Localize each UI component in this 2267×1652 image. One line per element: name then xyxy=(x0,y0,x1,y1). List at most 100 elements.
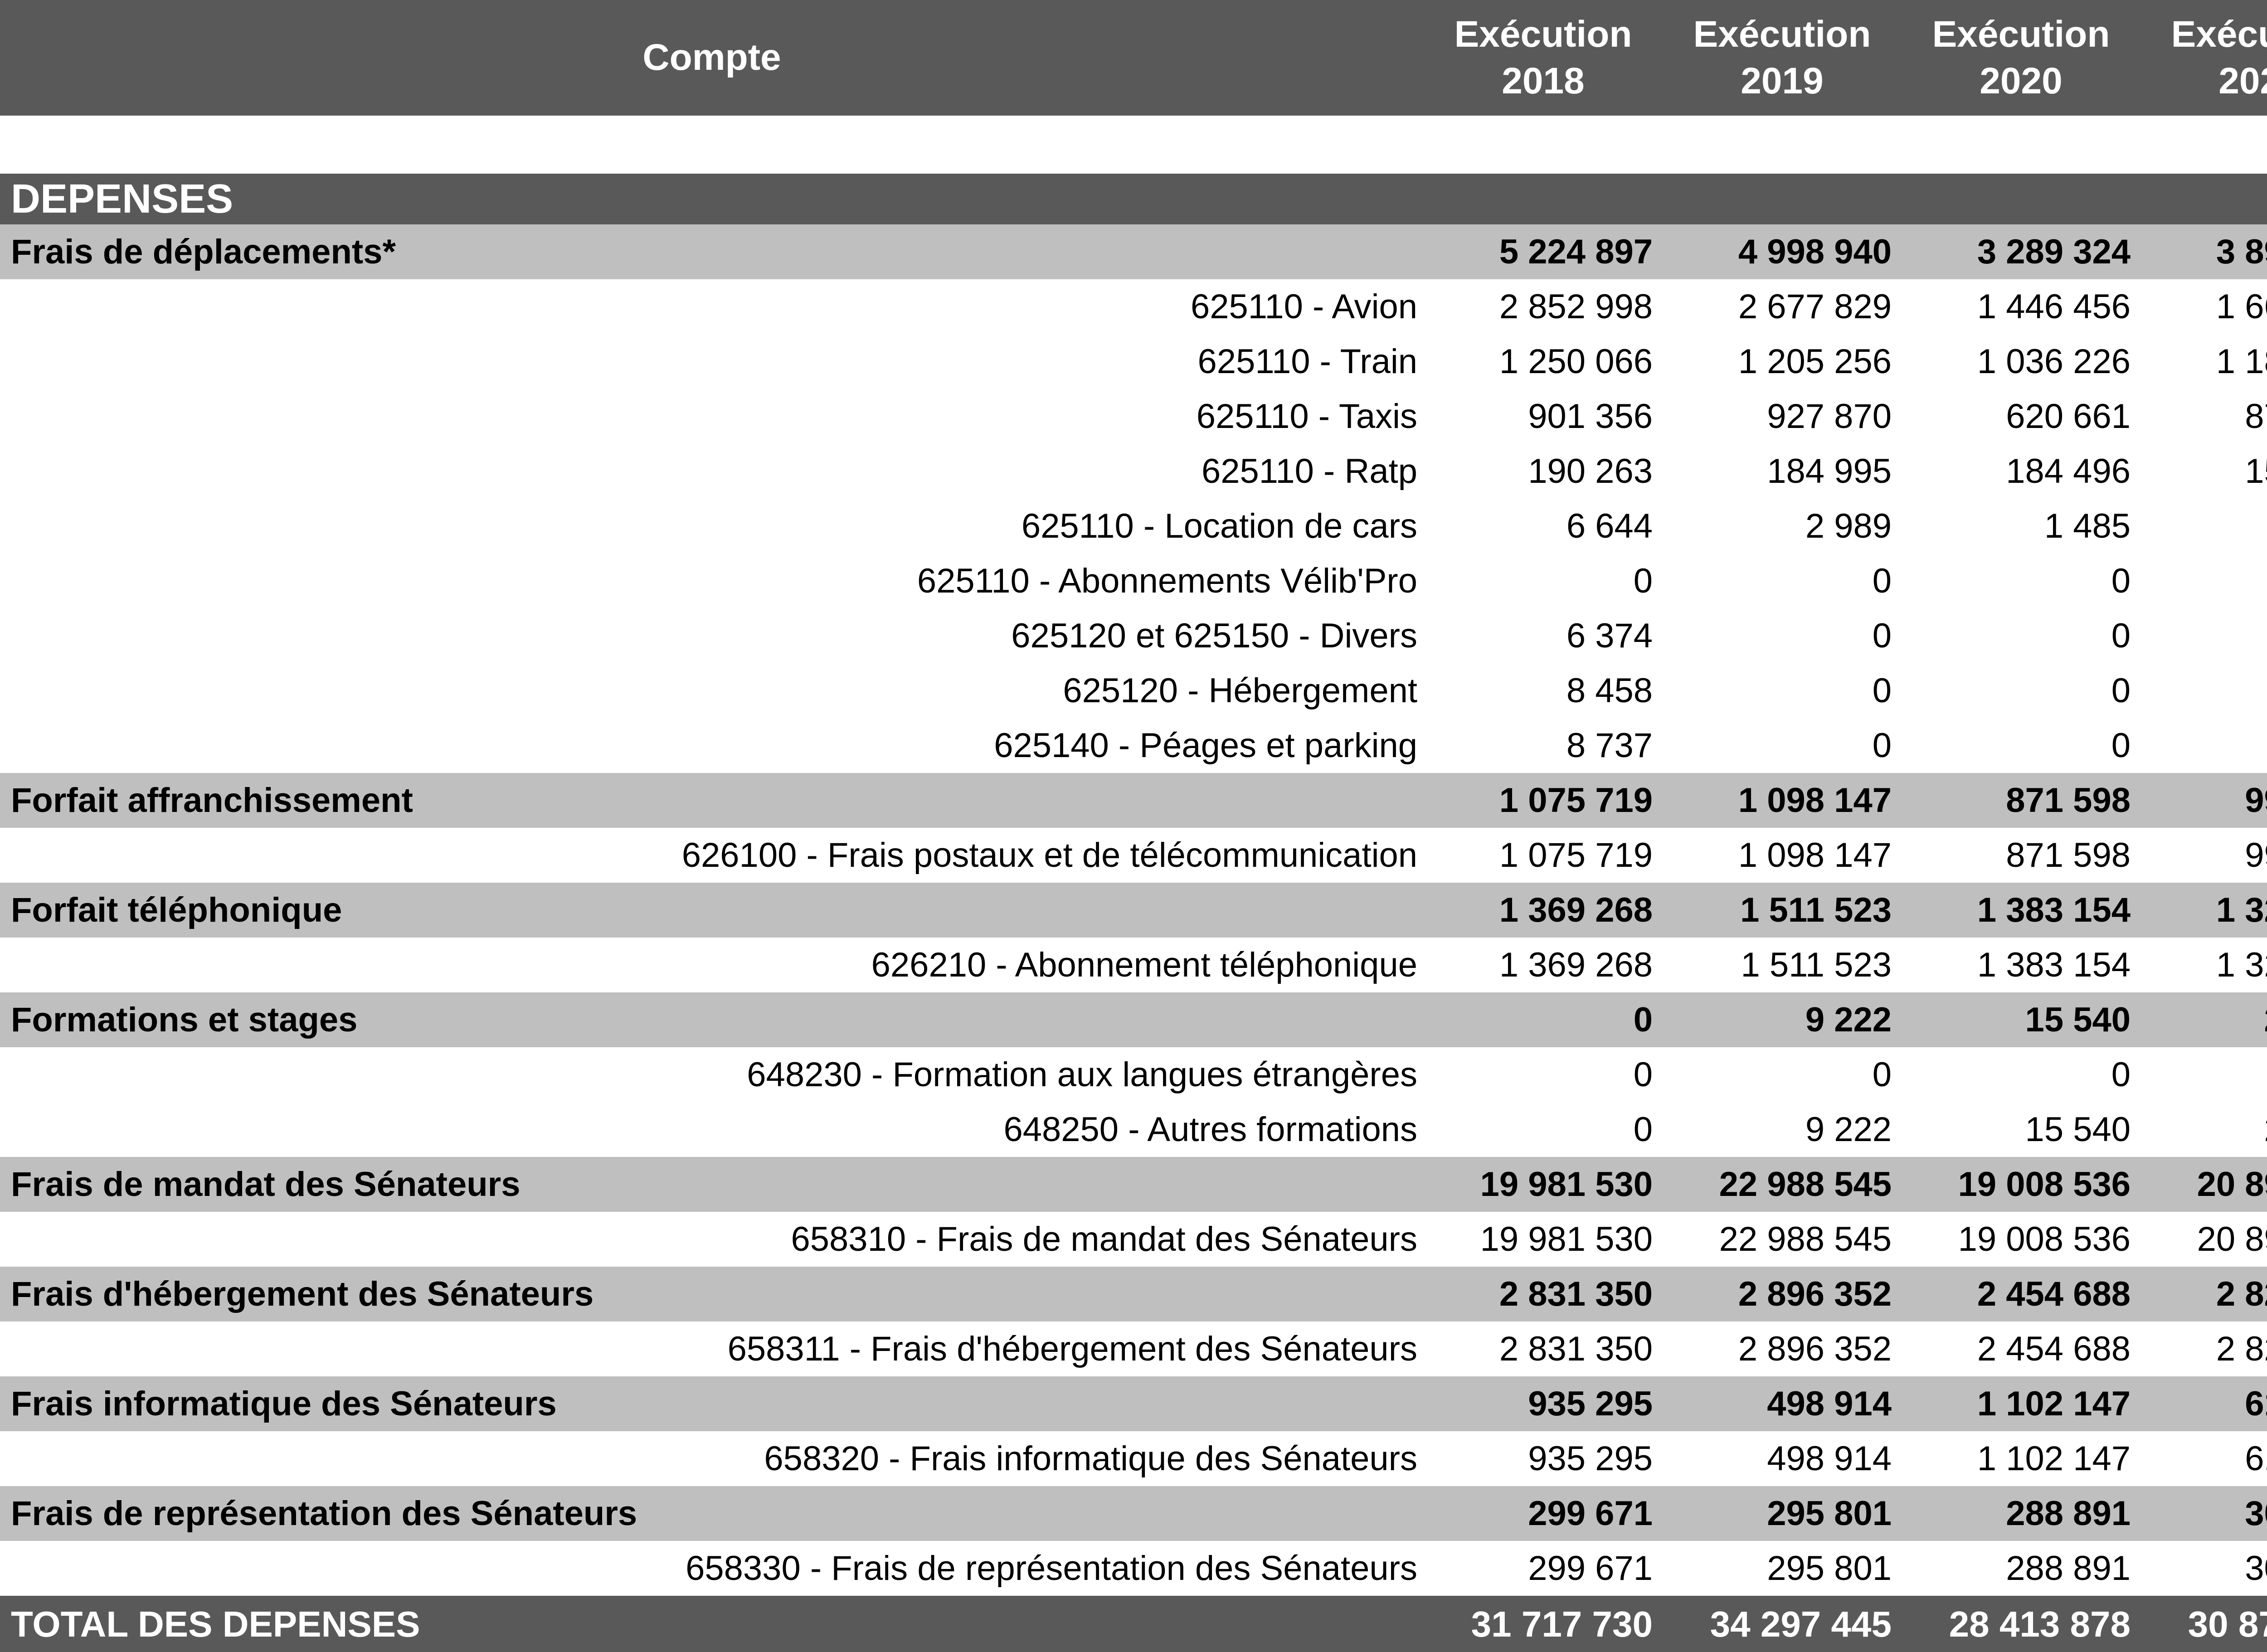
row-label: Forfait affranchissement xyxy=(0,773,1424,828)
value-cell: 1 075 719 xyxy=(1424,773,1663,828)
row-label: 625110 - Abonnements Vélib'Pro xyxy=(0,554,1424,608)
value-cell: 935 295 xyxy=(1424,1376,1663,1431)
row-label: 625110 - Taxis xyxy=(0,389,1424,444)
value-cell: 0 xyxy=(1902,718,2141,773)
value-cell: 1 446 456 xyxy=(1902,279,2141,334)
value-cell: 1 463 xyxy=(2141,499,2267,554)
total-value-cell: 30 872 812 xyxy=(2141,1596,2267,1652)
row-label: 648230 - Formation aux langues étrangère… xyxy=(0,1047,1424,1102)
value-cell: 878 098 xyxy=(2141,389,2267,444)
value-cell: 1 098 147 xyxy=(1663,773,1902,828)
table-row-detail: 658320 - Frais informatique des Sénateur… xyxy=(0,1431,2267,1486)
table-row-detail: 625110 - Avion 2 852 998 2 677 829 1 446 45… xyxy=(0,279,2267,334)
row-label: 658320 - Frais informatique des Sénateur… xyxy=(0,1431,1424,1486)
table-row-detail: 625110 - Location de cars 6 644 2 989 1 485… xyxy=(0,499,2267,554)
value-cell: 5 224 897 xyxy=(1424,224,1663,279)
row-label: 626100 - Frais postaux et de télécommuni… xyxy=(0,828,1424,883)
value-cell: 2 852 998 xyxy=(1424,279,1663,334)
row-label: Frais de mandat des Sénateurs xyxy=(0,1157,1424,1212)
value-cell: 1 187 536 xyxy=(2141,334,2267,389)
value-cell: 19 008 536 xyxy=(1902,1157,2141,1212)
table-row-detail: 658311 - Frais d'hébergement des Sénateu… xyxy=(0,1322,2267,1376)
table-row-detail: 626210 - Abonnement téléphonique 1 369 26… xyxy=(0,938,2267,992)
total-value-cell: 34 297 445 xyxy=(1663,1596,1902,1652)
row-label: 625110 - Ratp xyxy=(0,444,1424,499)
value-cell: 2 831 350 xyxy=(1424,1322,1663,1376)
total-row-label: TOTAL DES DEPENSES xyxy=(0,1596,1424,1652)
value-cell: 2 677 829 xyxy=(1663,279,1902,334)
value-cell: 0 xyxy=(1663,718,1902,773)
value-cell: 184 995 xyxy=(1663,444,1902,499)
value-cell: 295 801 xyxy=(1663,1486,1902,1541)
value-cell: 871 598 xyxy=(1902,773,2141,828)
value-cell: 15 540 xyxy=(1902,992,2141,1047)
value-cell: 0 xyxy=(2141,663,2267,718)
value-cell: 158 429 xyxy=(2141,444,2267,499)
value-cell: 998 758 xyxy=(2141,773,2267,828)
column-header-execution-2018: Exécution 2018 xyxy=(1424,0,1663,116)
value-cell: 998 758 xyxy=(2141,828,2267,883)
column-header-execution-2019: Exécution 2019 xyxy=(1663,0,1902,116)
value-cell: 0 xyxy=(1663,608,1902,663)
value-cell: 1 250 066 xyxy=(1424,334,1663,389)
value-cell: 0 xyxy=(1902,608,2141,663)
value-cell: 299 671 xyxy=(1424,1486,1663,1541)
row-label: Frais d'hébergement des Sénateurs xyxy=(0,1267,1424,1322)
value-cell: 498 914 xyxy=(1663,1431,1902,1486)
value-cell: 19 008 536 xyxy=(1902,1212,2141,1267)
value-cell: 0 xyxy=(1902,663,2141,718)
value-cell: 1 668 708 xyxy=(2141,279,2267,334)
value-cell: 20 898 679 xyxy=(2141,1212,2267,1267)
row-label: 625110 - Avion xyxy=(0,279,1424,334)
value-cell: 3 894 235 xyxy=(2141,224,2267,279)
value-cell: 1 098 147 xyxy=(1663,828,1902,883)
value-cell: 0 xyxy=(1902,554,2141,608)
table-row-group: Forfait affranchissement 1 075 719 1 098 1… xyxy=(0,773,2267,828)
row-label: Frais informatique des Sénateurs xyxy=(0,1376,1424,1431)
value-cell: 6 644 xyxy=(1424,499,1663,554)
table-row-detail: 625110 - Abonnements Vélib'Pro0000450 xyxy=(0,554,2267,608)
value-cell: 9 222 xyxy=(1663,992,1902,1047)
row-label: Formations et stages xyxy=(0,992,1424,1047)
value-cell: 2 896 352 xyxy=(1663,1267,1902,1322)
value-cell: 1 485 xyxy=(1902,499,2141,554)
row-label: 625110 - Location de cars xyxy=(0,499,1424,554)
total-value-cell: 28 413 878 xyxy=(1902,1596,2141,1652)
value-cell: 901 356 xyxy=(1424,389,1663,444)
value-cell: 190 263 xyxy=(1424,444,1663,499)
table-row-group: Frais de mandat des Sénateurs 19 981 530 2… xyxy=(0,1157,2267,1212)
value-cell: 927 870 xyxy=(1663,389,1902,444)
value-cell: 303 573 xyxy=(2141,1486,2267,1541)
value-cell: 20 000 xyxy=(2141,1102,2267,1157)
value-cell: 1 511 523 xyxy=(1663,883,1902,938)
table-row-detail: 658330 - Frais de représentation des Sén… xyxy=(0,1541,2267,1596)
value-cell: 288 891 xyxy=(1902,1541,2141,1596)
table-row-group: Frais d'hébergement des Sénateurs 2 831 3… xyxy=(0,1267,2267,1322)
total-row: TOTAL DES DEPENSES 31 717 730 34 297 445… xyxy=(0,1596,2267,1652)
value-cell: 1 324 014 xyxy=(2141,883,2267,938)
value-cell: 2 831 350 xyxy=(1424,1267,1663,1322)
value-cell: 0 xyxy=(1424,992,1663,1047)
value-cell: 4 998 940 xyxy=(1663,224,1902,279)
section-header-depenses: DEPENSES xyxy=(0,174,2267,224)
spacer-row xyxy=(0,116,2267,174)
value-cell: 0 xyxy=(2141,608,2267,663)
value-cell: 613 253 xyxy=(2141,1376,2267,1431)
value-cell: 1 036 226 xyxy=(1902,334,2141,389)
value-cell: 15 540 xyxy=(1902,1102,2141,1157)
row-label: Forfait téléphonique xyxy=(0,883,1424,938)
value-cell: 0 xyxy=(2141,1047,2267,1102)
value-cell: 1 075 719 xyxy=(1424,828,1663,883)
value-cell: 613 253 xyxy=(2141,1431,2267,1486)
row-label: Frais de représentation des Sénateurs xyxy=(0,1486,1424,1541)
value-cell: 2 820 300 xyxy=(2141,1267,2267,1322)
value-cell: 1 205 256 xyxy=(1663,334,1902,389)
row-label: Frais de déplacements* xyxy=(0,224,1424,279)
value-cell: 1 102 147 xyxy=(1902,1376,2141,1431)
value-cell: 20 000 xyxy=(2141,992,2267,1047)
value-cell: 2 896 352 xyxy=(1663,1322,1902,1376)
